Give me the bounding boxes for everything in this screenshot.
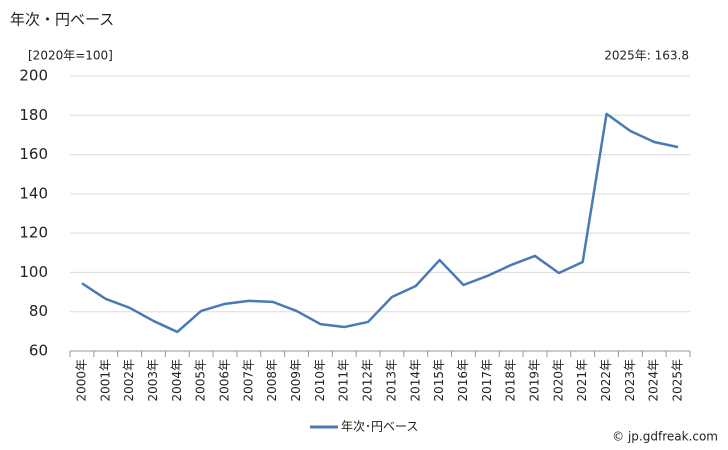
x-tick-label: 2009年	[289, 359, 303, 402]
y-tick-label: 60	[29, 342, 48, 360]
x-tick-label: 2019年	[528, 359, 542, 402]
y-tick-label: 200	[19, 67, 48, 85]
y-tick-label: 120	[19, 224, 48, 242]
x-tick-label: 2005年	[194, 359, 208, 402]
legend-label: 年次･円ベース	[341, 420, 418, 434]
annotation: 2025年: 163.8	[604, 49, 689, 63]
y-tick-label: 160	[19, 145, 48, 163]
x-tick-label: 2008年	[265, 359, 279, 402]
chart-title: 年次・円ベース	[10, 11, 114, 29]
unit-label: [2020年=100]	[28, 49, 113, 63]
y-tick-label: 80	[29, 302, 48, 320]
y-tick-label: 100	[19, 263, 48, 281]
x-tick-label: 2016年	[456, 359, 470, 402]
x-tick-label: 2010年	[313, 359, 327, 402]
x-tick-label: 2004年	[170, 359, 184, 402]
x-tick-label: 2007年	[241, 359, 255, 402]
source: © jp.gdfreak.com	[612, 430, 718, 444]
x-tick-label: 2006年	[218, 359, 232, 402]
x-tick-label: 2013年	[384, 359, 398, 402]
x-tick-label: 2011年	[337, 359, 351, 402]
x-tick-label: 2000年	[74, 359, 88, 402]
x-tick-label: 2003年	[146, 359, 160, 402]
x-tick-label: 2022年	[599, 359, 613, 402]
x-tick-label: 2001年	[98, 359, 112, 402]
y-tick-label: 180	[19, 106, 48, 124]
x-tick-label: 2012年	[361, 359, 375, 402]
x-tick-label: 2020年	[551, 359, 565, 402]
x-tick-label: 2023年	[623, 359, 637, 402]
y-tick-label: 140	[19, 184, 48, 202]
x-tick-label: 2002年	[122, 359, 136, 402]
x-tick-label: 2018年	[504, 359, 518, 402]
x-tick-label: 2024年	[647, 359, 661, 402]
x-tick-label: 2025年	[671, 359, 685, 402]
x-tick-label: 2017年	[480, 359, 494, 402]
x-tick-label: 2014年	[408, 359, 422, 402]
x-tick-label: 2021年	[575, 359, 589, 402]
line	[81, 112, 679, 334]
x-tick-label: 2015年	[432, 359, 446, 402]
